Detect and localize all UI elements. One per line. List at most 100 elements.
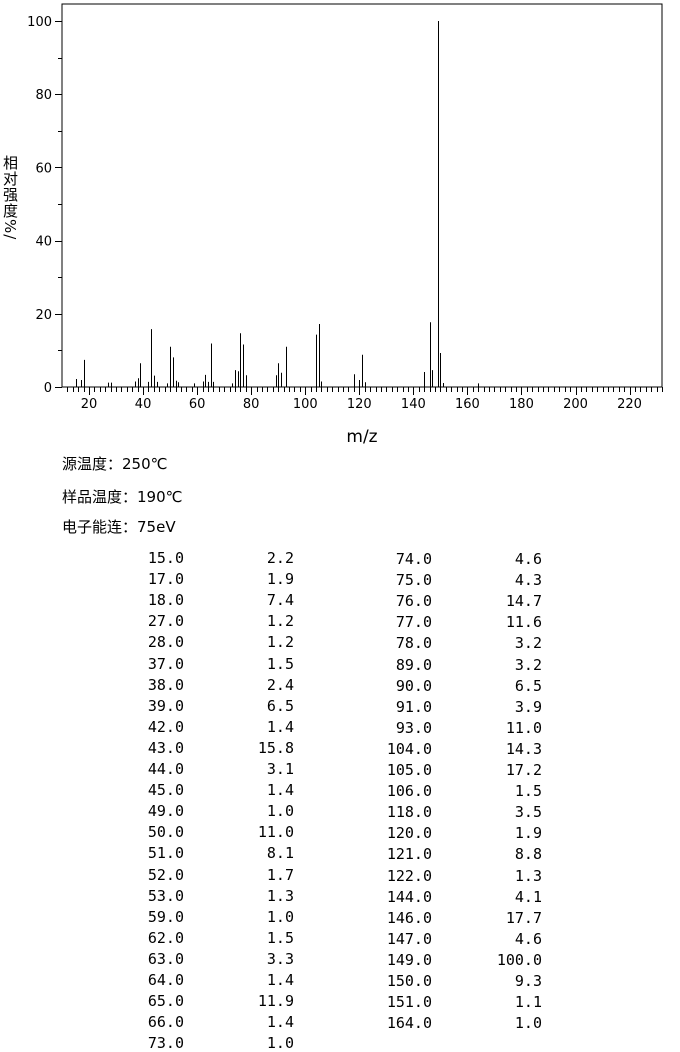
mz-value: 28.0 <box>147 633 184 652</box>
intensity-value: 3.9 <box>514 697 542 716</box>
intensity-value: 1.1 <box>514 993 542 1012</box>
mz-value: 64.0 <box>147 971 184 989</box>
y-tick-label: 60 <box>35 161 52 176</box>
mz-value: 66.0 <box>147 1013 184 1032</box>
mz-value: 53.0 <box>147 886 184 905</box>
mz-value: 49.0 <box>147 802 184 821</box>
intensity-value: 3.3 <box>266 949 294 968</box>
mz-value: 93.0 <box>395 718 432 737</box>
mz-value: 63.0 <box>147 949 184 968</box>
mz-value: 164.0 <box>386 1014 432 1033</box>
mz-value: 150.0 <box>386 972 432 990</box>
intensity-value: 3.2 <box>514 655 542 674</box>
intensity-value: 8.8 <box>514 845 542 864</box>
mz-value: 45.0 <box>147 781 184 800</box>
mz-value: 51.0 <box>147 844 184 863</box>
intensity-value: 2.2 <box>266 549 294 567</box>
intensity-value: 17.2 <box>505 761 542 779</box>
x-tick-label: 200 <box>563 397 588 412</box>
intensity-value: 1.9 <box>514 824 542 843</box>
x-tick-label: 120 <box>347 397 372 412</box>
y-tick-label: 100 <box>27 15 52 30</box>
mz-value: 106.0 <box>386 782 432 801</box>
intensity-value: 1.4 <box>266 1013 294 1032</box>
mass-spectrum-chart: 20 40 60 80 100 120 140 160 180 200 220 0 20 40 60 80 10… <box>27 3 663 447</box>
y-tick-label: 40 <box>35 235 52 250</box>
x-tick-label: 100 <box>293 397 318 412</box>
intensity-value: 1.2 <box>266 633 294 652</box>
sample-temperature: 样品温度：190℃ <box>62 488 183 506</box>
intensity-value: 1.9 <box>266 570 294 589</box>
intensity-value: 9.3 <box>514 972 542 990</box>
mz-value: 74.0 <box>395 550 432 568</box>
mz-value: 90.0 <box>395 676 432 695</box>
electron-energy: 电子能连：75eV <box>62 518 176 536</box>
mz-value: 118.0 <box>386 803 432 822</box>
intensity-value: 17.7 <box>505 908 542 927</box>
intensity-value: 2.4 <box>266 675 294 694</box>
intensity-value: 11.0 <box>505 718 542 737</box>
intensity-value: 1.4 <box>266 717 294 736</box>
mz-value: 144.0 <box>386 887 432 906</box>
intensity-value: 1.0 <box>266 1034 294 1052</box>
x-axis-label: m/z <box>346 427 377 447</box>
intensity-value: 1.2 <box>266 612 294 631</box>
intensity-value: 7.4 <box>266 591 294 610</box>
mz-value: 89.0 <box>395 655 432 674</box>
intensity-value: 1.4 <box>266 781 294 800</box>
mz-value: 73.0 <box>147 1034 184 1052</box>
intensity-value: 11.9 <box>257 992 294 1011</box>
mz-value: 122.0 <box>386 866 432 885</box>
intensity-value: 6.5 <box>514 676 542 695</box>
mz-value: 151.0 <box>386 993 432 1012</box>
y-axis-label: 相对强度%/ <box>1 155 19 241</box>
x-tick-label: 20 <box>81 397 98 412</box>
intensity-value: 1.0 <box>514 1014 542 1033</box>
intensity-value: 1.5 <box>266 928 294 947</box>
x-tick-label: 40 <box>135 397 152 412</box>
intensity-value: 1.7 <box>266 865 294 884</box>
mz-value: 38.0 <box>147 675 184 694</box>
mz-value: 59.0 <box>147 907 184 926</box>
mz-value: 121.0 <box>386 845 432 864</box>
intensity-value: 4.3 <box>514 571 542 590</box>
mz-value: 76.0 <box>395 592 432 611</box>
mz-value: 75.0 <box>395 571 432 590</box>
mz-value: 37.0 <box>147 654 184 673</box>
x-tick-label: 80 <box>243 397 260 412</box>
intensity-value: 4.6 <box>514 929 542 948</box>
intensity-value: 3.1 <box>266 760 294 778</box>
mz-value: 104.0 <box>386 739 432 758</box>
intensity-value: 1.4 <box>266 971 294 989</box>
intensity-value: 11.6 <box>505 613 542 632</box>
mz-value: 78.0 <box>395 634 432 653</box>
mz-value: 39.0 <box>147 696 184 715</box>
mz-value: 146.0 <box>386 908 432 927</box>
intensity-value: 14.3 <box>505 739 542 758</box>
intensity-value: 6.5 <box>266 696 294 715</box>
intensity-value: 11.0 <box>257 823 294 842</box>
intensity-value: 1.3 <box>514 866 542 885</box>
mz-value: 27.0 <box>147 612 184 631</box>
mz-value: 149.0 <box>386 950 432 969</box>
x-tick-label: 60 <box>189 397 206 412</box>
mz-value: 50.0 <box>147 823 184 842</box>
intensity-value: 100.0 <box>496 950 542 969</box>
intensity-value: 14.7 <box>505 592 542 611</box>
intensity-value: 3.2 <box>514 634 542 653</box>
mz-value: 42.0 <box>147 717 184 736</box>
intensity-value: 1.5 <box>514 782 542 801</box>
mz-value: 77.0 <box>395 613 432 632</box>
mz-value: 15.0 <box>147 549 184 567</box>
intensity-value: 1.0 <box>266 907 294 926</box>
mz-value: 91.0 <box>395 697 432 716</box>
source-temperature: 源温度：250℃ <box>62 455 168 473</box>
x-tick-label: 220 <box>617 397 642 412</box>
intensity-value: 1.0 <box>266 802 294 821</box>
x-tick-label: 140 <box>401 397 426 412</box>
mz-value: 105.0 <box>386 761 432 779</box>
x-tick-label: 180 <box>509 397 534 412</box>
intensity-value: 4.1 <box>514 887 542 906</box>
intensity-value: 4.6 <box>514 550 542 568</box>
mz-value: 43.0 <box>147 738 184 757</box>
